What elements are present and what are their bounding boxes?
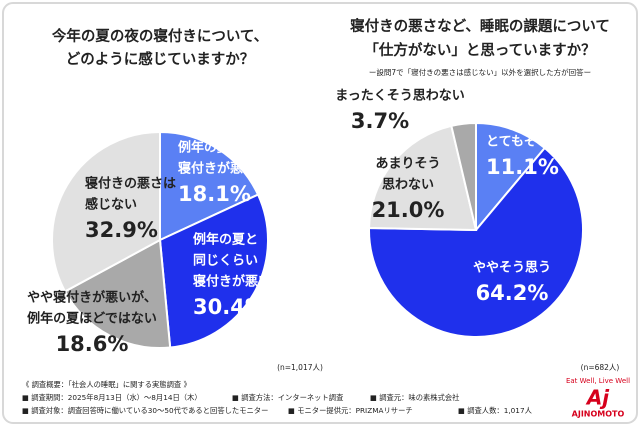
slice-label: 例年の夏よりも [178, 140, 269, 156]
slice-label: とてもそう思う [486, 135, 576, 150]
chart-title: 今年の夏の夜の寝付きについて、 [51, 27, 268, 45]
footer-item: ■ モニター提供元：PRIZMAリサーチ [288, 406, 413, 415]
footer-item: ■ 調査期間：2025年8月13日（水）～8月14日（木） [22, 393, 202, 402]
pie-slice [450, 121, 477, 231]
slice-label: 感じない [85, 197, 137, 213]
slice-label: 寝付きの悪さは [85, 176, 176, 192]
footer-heading: 《 調査概要：「社会人の睡眠」に関する実態調査 》 [22, 380, 191, 389]
chart-title: どのように感じていますか？ [66, 50, 255, 68]
value-label: 18.1% [178, 182, 251, 206]
slice-label: 思わない [382, 178, 434, 193]
slice-label: ややそう思う [473, 261, 551, 276]
value-label: 64.2% [476, 281, 549, 305]
pie-slice [367, 124, 478, 232]
sample-note: (n=1,017人) [277, 363, 323, 372]
value-label: 18.6% [56, 332, 129, 356]
value-label: 30.4% [193, 295, 266, 319]
pie-slice [51, 130, 161, 293]
slice-label: 寝付きが悪い [193, 274, 271, 290]
slice-label: 同じくらい [193, 254, 258, 269]
chart-title: 寝付きの悪さなど、睡眠の課題について [350, 17, 610, 35]
slice-label: 寝付きが悪い [178, 161, 256, 177]
value-label: 11.1% [486, 155, 559, 179]
value-label: 21.0% [372, 198, 445, 222]
footer-item: ■ 調査方法：インターネット調査 [232, 393, 344, 402]
pie-slice [475, 121, 547, 233]
slice-label: まったくそう思わない [335, 89, 464, 104]
brand-name: AJINOMOTO [572, 410, 625, 419]
brand-slogan: Eat Well, Live Well [566, 377, 630, 385]
chart-title: 「仕方がない」と思っていますか？ [364, 41, 595, 59]
value-label: 32.9% [85, 218, 158, 242]
slice-label: 例年の夏と [193, 232, 258, 248]
pie-slice [158, 193, 269, 349]
pie-slice [159, 130, 260, 242]
footer-item: ■ 調査人数：1,017人 [458, 406, 533, 415]
footer-item: ■ 調査元：味の素株式会社 [370, 393, 459, 402]
slice-label: やや寝付きが悪いが、 [27, 290, 157, 306]
slice-label: あまりそう [375, 157, 440, 172]
pie-slice [368, 146, 584, 338]
value-label: 3.7% [351, 109, 409, 133]
brand-mark: Aj [585, 386, 610, 410]
footer-item: ■ 調査対象：調査回答時に働いている30～50代であると回答したモニター [22, 406, 268, 415]
chart-subtitle: ー設問7で「寝付きの悪さは感じない」以外を選択した方が回答ー [369, 67, 591, 77]
sample-note: (n=682人) [581, 363, 620, 372]
slice-label: 例年の夏ほどではない [27, 311, 157, 327]
pie-slice [63, 238, 172, 349]
